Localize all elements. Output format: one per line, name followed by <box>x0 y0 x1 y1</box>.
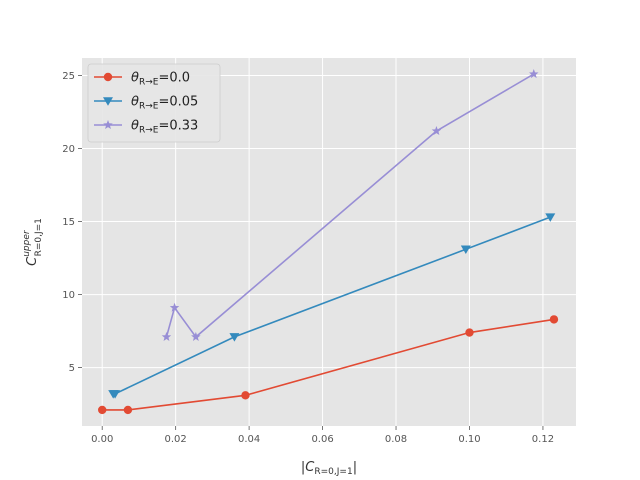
legend-entry-0: θR→E=0.0 <box>94 71 190 88</box>
legend-label: θR→E=0.0 <box>131 71 190 88</box>
legend-box <box>87 63 221 143</box>
y-tick-label: 20 <box>62 144 75 155</box>
x-tick-label: 0.00 <box>91 434 113 445</box>
data-point <box>460 245 471 255</box>
x-tick-label: 0.10 <box>458 434 480 445</box>
y-tick-label: 5 <box>69 363 75 374</box>
x-axis-label: |CR=0,J=1| <box>301 460 357 477</box>
data-point <box>123 405 133 415</box>
x-axis-ticks: 0.00 0.02 0.04 0.06 0.08 0.10 0.12 <box>91 426 554 445</box>
data-point <box>229 333 240 342</box>
data-point <box>98 405 107 415</box>
data-point <box>110 390 121 399</box>
data-point <box>431 126 442 136</box>
legend: θR→E=0.0 θR→E=0.05 θR→E=0.33 <box>87 63 221 143</box>
x-tick-label: 0.04 <box>238 434 260 445</box>
data-point <box>161 331 172 341</box>
series-2 <box>161 69 539 341</box>
legend-marker <box>103 97 113 106</box>
series-layer <box>98 69 559 415</box>
series-0 <box>98 315 559 415</box>
grid-lines <box>82 58 576 426</box>
legend-label: θR→E=0.05 <box>131 95 198 112</box>
legend-marker <box>103 120 113 130</box>
legend-entry-1: θR→E=0.05 <box>94 95 198 112</box>
x-tick-label: 0.06 <box>311 434 333 445</box>
y-axis-ticks: 5 10 15 20 25 <box>62 71 82 374</box>
x-tick-label: 0.08 <box>385 434 407 445</box>
y-tick-label: 25 <box>62 71 75 82</box>
data-point <box>465 328 474 337</box>
data-point <box>169 302 180 312</box>
x-tick-label: 0.12 <box>532 434 554 445</box>
data-point <box>191 331 201 341</box>
y-axis-label: Cupper R=0,J=1 <box>22 218 44 266</box>
legend-marker <box>103 72 113 82</box>
data-point <box>549 315 559 324</box>
legend-label: θR→E=0.33 <box>131 119 198 136</box>
y-tick-label: 10 <box>62 290 75 301</box>
legend-entry-2: θR→E=0.33 <box>94 119 198 136</box>
data-point <box>545 213 556 222</box>
x-tick-label: 0.02 <box>165 434 187 445</box>
series-1 <box>108 213 556 399</box>
y-tick-label: 15 <box>62 217 75 228</box>
data-point <box>529 69 539 79</box>
data-point <box>241 391 250 400</box>
